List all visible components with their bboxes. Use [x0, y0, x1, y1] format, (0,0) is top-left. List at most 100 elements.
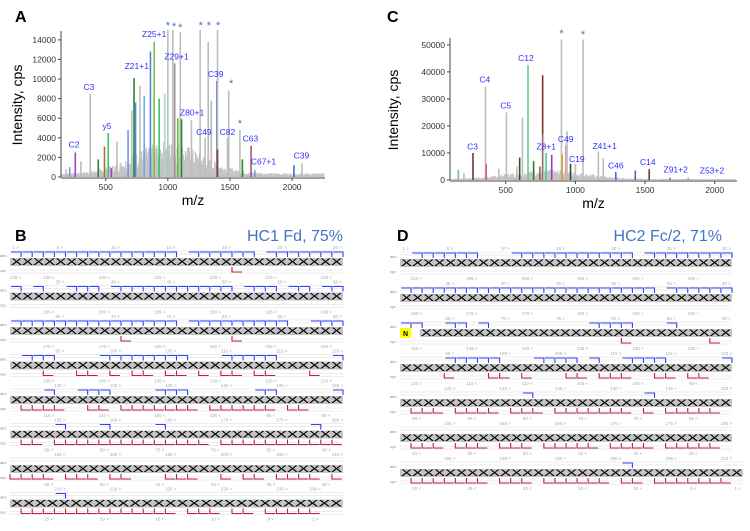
z-ion-cleavage: [410, 443, 422, 449]
residue-number-bottom: 90 <: [412, 416, 421, 421]
z-ion-cleavage: [286, 405, 298, 411]
ion-label-abc: abc: [0, 357, 6, 362]
z-ion-cleavage: [31, 508, 43, 515]
c-ion-cleavage: [677, 287, 689, 293]
z-ion-cleavage: [175, 370, 187, 377]
z-ion-cleavage: [153, 405, 165, 411]
sequence-residues: XXXXXXXXXXXXXXXXXXXXXXXXXXXXXX: [401, 399, 733, 409]
sequence-residues: XXXXXXXXXXXXXXXXXXXXXXXXXXXXXX: [401, 259, 733, 269]
sequence-row: XXXXXXXXXXXXXXXXXXXXXXXXXXXXXX abc xyz 155 …: [0, 418, 344, 453]
x-axis-label: m/z: [182, 192, 205, 208]
residue-number-bottom: 235 <: [43, 275, 55, 280]
c-ion-cleavage: [122, 354, 133, 361]
z-ion-cleavage: [298, 508, 309, 515]
peak-label: C46: [608, 160, 624, 170]
c-ion-cleavage: [622, 357, 633, 363]
c-ion-cleavage: [266, 389, 277, 395]
c-ion-cleavage: [710, 287, 722, 293]
residue-number-top: 170 >: [610, 421, 622, 426]
residue-number-top: 115 >: [666, 351, 677, 356]
peak-label: C2: [69, 140, 80, 150]
z-ion-cleavage: [676, 408, 687, 414]
peak-label: C49: [196, 127, 212, 137]
z-ion-cleavage: [709, 408, 720, 414]
sequence-row: XXXXXXXXXXXXXXXXXXXXXXXXXXXXXX abc xyz 95 >…: [390, 351, 733, 386]
residue-number-bottom: 115 <: [466, 381, 477, 386]
residue-number-top: 230 >: [221, 487, 233, 492]
y-tick-label: 6000: [37, 113, 56, 123]
c-ion-cleavage: [666, 252, 678, 258]
z-ion-cleavage: [198, 439, 209, 446]
c-ion-cleavage: [77, 389, 89, 395]
c-ion-cleavage: [500, 287, 512, 293]
c-ion-cleavage: [533, 287, 545, 293]
z-ion-cleavage: [64, 474, 76, 480]
z-ion-cleavage: [131, 405, 143, 411]
residue-number-bottom: 220 <: [210, 275, 222, 280]
c-ion-cleavage: [55, 492, 67, 499]
c-ion-cleavage: [233, 354, 244, 361]
z-ion-cleavage: [609, 373, 621, 379]
z-ion-cleavage: [220, 370, 231, 377]
sequence-residues: XXXXXXXXXXXXXXXXXXXXXXXXXXXXXX: [11, 293, 344, 303]
residue-number-bottom: 70 <: [211, 448, 220, 453]
z-ion-cleavage: [31, 474, 43, 480]
z-ion-cleavage: [432, 443, 444, 449]
residue-number-top: 170 >: [221, 418, 233, 423]
residue-number-bottom: 170 <: [522, 311, 534, 316]
sequence-residues: XXXXXXXXXXXXXXXXXXXXXXXXXXXXXX: [401, 434, 733, 444]
ion-label-xyz: xyz: [390, 304, 396, 309]
sequence-bar: [10, 430, 343, 439]
residue-number-top: 175 >: [276, 418, 288, 423]
residue-number-top: 205 >: [665, 456, 677, 461]
z-ion-cleavage: [76, 474, 87, 480]
residue-number-bottom: 40 <: [633, 451, 642, 456]
z-ion-cleavage: [532, 408, 543, 414]
c-ion-cleavage: [666, 322, 678, 328]
residue-number-bottom: 85 <: [44, 448, 53, 453]
residue-number-bottom: 10 <: [633, 486, 642, 491]
c-ion-cleavage: [699, 287, 711, 293]
residue-number-top: 165 >: [165, 418, 177, 423]
c-ion-cleavage: [199, 285, 211, 292]
z-ion-cleavage: [298, 439, 309, 446]
c-ion-cleavage: [277, 251, 289, 257]
sequence-bar: [400, 399, 732, 407]
residue-number-bottom: 100 <: [632, 381, 644, 386]
z-ion-cleavage: [31, 439, 43, 446]
c-ion-cleavage: [155, 251, 166, 257]
z-ion-cleavage: [510, 408, 521, 414]
c-ion-cleavage: [44, 251, 55, 257]
c-ion-cleavage: [22, 251, 33, 257]
c-ion-cleavage: [544, 287, 556, 293]
c-ion-cleavage: [544, 357, 556, 363]
ion-label-xyz: xyz: [0, 337, 6, 342]
z-ion-cleavage: [253, 474, 265, 480]
residue-number-top: 150 >: [332, 383, 344, 388]
x-tick-label: 1500: [220, 182, 239, 192]
residue-number-bottom: 45 <: [578, 451, 587, 456]
z-ion-cleavage: [76, 370, 87, 377]
c-ion-cleavage: [533, 252, 545, 258]
z-ion-cleavage: [320, 439, 331, 446]
residue-number-bottom: 165 <: [154, 344, 166, 349]
z-ion-cleavage: [231, 508, 242, 515]
c-ion-cleavage: [633, 357, 645, 363]
sequence-bar: [400, 259, 732, 267]
z-ion-cleavage: [487, 373, 499, 379]
x-tick-label: 2000: [283, 182, 302, 192]
z-ion-cleavage: [98, 405, 109, 411]
z-ion-cleavage: [109, 508, 120, 515]
peak-label: Z91+2: [664, 165, 689, 175]
residue-number-top: 90 >: [722, 316, 731, 321]
sequence-residues: XXXXXXXXXXXXXXXXXXXXXXXXXXXX: [11, 500, 344, 510]
sequence-row: XXXXXXXXXXXXXXXXXXXXXXXXXXXX abc xyz 215 > 2…: [0, 487, 344, 522]
z-ion-cleavage: [142, 439, 154, 446]
residue-number-top: 70 >: [501, 316, 510, 321]
c-ion-cleavage: [277, 320, 289, 326]
c-ion-cleavage: [556, 287, 567, 293]
z-ion-cleavage: [421, 478, 433, 484]
z-ion-cleavage: [231, 439, 242, 446]
residue-number-top: 25 >: [667, 246, 676, 251]
residue-number-top: 40 >: [111, 280, 120, 285]
